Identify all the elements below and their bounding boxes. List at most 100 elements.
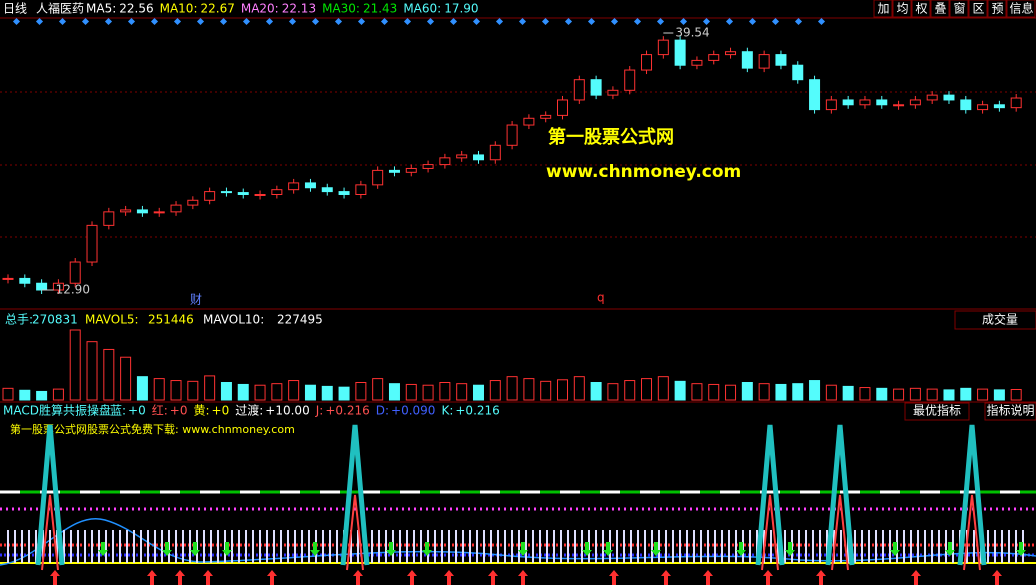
toolbar-button-label[interactable]: 加 bbox=[877, 2, 889, 16]
candle bbox=[204, 191, 216, 201]
volume-bar bbox=[220, 382, 232, 401]
indicator-spike bbox=[831, 494, 849, 571]
arrow-up bbox=[444, 570, 454, 585]
toolbar-button[interactable] bbox=[930, 0, 950, 18]
toolbar-button-label[interactable]: 区 bbox=[972, 2, 984, 16]
watermark: 第一股票公式网 bbox=[548, 126, 674, 148]
volume-bar bbox=[405, 383, 417, 401]
volume-bar bbox=[52, 388, 64, 401]
candle bbox=[405, 167, 417, 173]
signal-diamond bbox=[380, 17, 389, 26]
toolbar-button-label[interactable]: 均 bbox=[896, 2, 908, 16]
candle bbox=[136, 209, 148, 214]
arrow-down bbox=[310, 542, 320, 556]
volume-bar bbox=[557, 379, 569, 401]
indicator-button[interactable] bbox=[904, 402, 970, 421]
button-label[interactable]: 成交量 bbox=[982, 312, 1018, 327]
volume-bar bbox=[725, 384, 737, 401]
indicator-value: +0.216 bbox=[455, 404, 499, 418]
toolbar-button[interactable] bbox=[1006, 0, 1036, 18]
toolbar-button[interactable] bbox=[968, 0, 988, 18]
arrow-down bbox=[98, 542, 108, 556]
indicator-note: 第一股票公式网股票公式免费下载: www.chnmoney.com bbox=[10, 422, 295, 436]
indicator-value: +0.216 bbox=[325, 404, 369, 418]
candle bbox=[422, 164, 434, 169]
arrow-up bbox=[407, 570, 417, 585]
candle bbox=[893, 104, 905, 107]
arrow-up bbox=[703, 570, 713, 585]
volume-bar bbox=[237, 383, 249, 401]
candle bbox=[674, 39, 686, 66]
toolbar-button[interactable] bbox=[911, 0, 931, 18]
volume-bar bbox=[19, 389, 31, 401]
low-label: 12.90 bbox=[56, 283, 90, 297]
candle bbox=[590, 79, 602, 96]
signal-diamond bbox=[748, 17, 757, 26]
volume-bar bbox=[86, 341, 98, 401]
candle bbox=[573, 79, 585, 101]
volume-bar bbox=[472, 384, 484, 401]
candle bbox=[641, 54, 653, 71]
arrow-up bbox=[50, 570, 60, 585]
volume-bar bbox=[708, 383, 720, 401]
arrow-up bbox=[147, 570, 157, 585]
button[interactable] bbox=[954, 310, 1036, 330]
toolbar-button[interactable] bbox=[892, 0, 912, 18]
candle bbox=[19, 277, 31, 284]
volume-bar bbox=[960, 387, 972, 401]
indicator-button-label[interactable]: 最优指标 bbox=[913, 403, 961, 418]
candle bbox=[859, 99, 871, 106]
toolbar-button-label[interactable]: 预 bbox=[991, 2, 1003, 16]
toolbar-button-label[interactable]: 窗 bbox=[953, 2, 965, 16]
volume-bar bbox=[859, 387, 871, 401]
candle bbox=[540, 114, 552, 119]
volume-bar bbox=[271, 383, 283, 401]
arrow-down bbox=[736, 542, 746, 556]
arrow-up bbox=[763, 570, 773, 585]
candle bbox=[624, 69, 636, 91]
volume-bar bbox=[909, 387, 921, 401]
toolbar-button-label[interactable]: 信息 bbox=[1009, 1, 1033, 16]
arrow-up bbox=[816, 570, 826, 585]
candle bbox=[304, 182, 316, 189]
candle bbox=[439, 157, 451, 166]
signal-diamond bbox=[656, 17, 665, 26]
arrow-up bbox=[203, 570, 213, 585]
signal-diamond bbox=[679, 17, 688, 26]
volume-bar bbox=[170, 380, 182, 401]
signal-diamond bbox=[288, 17, 297, 26]
ma-value: 22.56 bbox=[119, 2, 153, 16]
candle bbox=[388, 169, 400, 173]
volume-bar bbox=[69, 329, 81, 401]
candle bbox=[237, 192, 249, 195]
toolbar-button-label[interactable]: 叠 bbox=[934, 2, 946, 16]
volume-bar bbox=[607, 383, 619, 401]
volume-bar bbox=[136, 376, 148, 401]
signal-diamond bbox=[219, 17, 228, 26]
toolbar-button-label[interactable]: 权 bbox=[915, 2, 927, 16]
indicator-spike bbox=[755, 424, 785, 566]
toolbar-button[interactable] bbox=[949, 0, 969, 18]
indicator-button-label[interactable]: 指标说明 bbox=[986, 403, 1034, 418]
indicator-value: +0.090 bbox=[391, 404, 435, 418]
candle bbox=[170, 204, 182, 213]
indicator-button[interactable] bbox=[984, 402, 1036, 421]
period: 日线 bbox=[3, 2, 27, 16]
arrow-down bbox=[890, 542, 900, 556]
toolbar-button[interactable] bbox=[873, 0, 893, 18]
signal-diamond bbox=[633, 17, 642, 26]
candle bbox=[456, 154, 468, 159]
volume-bar bbox=[741, 382, 753, 401]
signal-diamond bbox=[426, 17, 435, 26]
volume-bar bbox=[355, 382, 367, 401]
arrow-down bbox=[582, 542, 592, 556]
candle bbox=[909, 99, 921, 106]
volume-bar bbox=[304, 384, 316, 401]
signal-diamond bbox=[449, 17, 458, 26]
toolbar-button[interactable] bbox=[987, 0, 1007, 18]
arrow-down bbox=[603, 542, 613, 556]
volume-bar bbox=[254, 384, 266, 401]
indicator-spike bbox=[35, 424, 65, 566]
indicator-label: 黄: bbox=[194, 404, 210, 418]
